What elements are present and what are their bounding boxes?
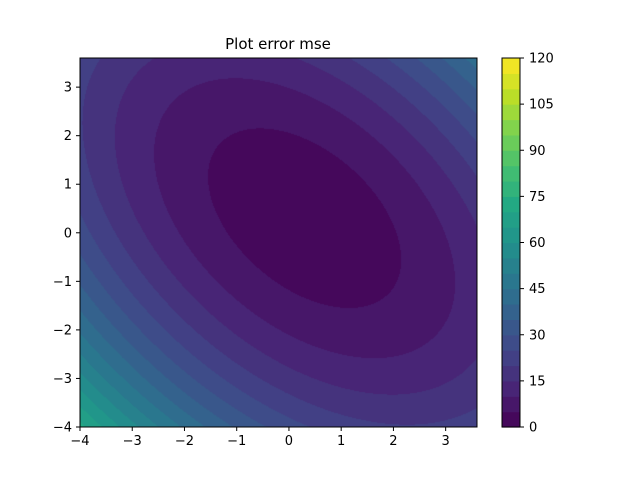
colorbar-band [502,257,520,274]
x-tick-label: −3 [123,434,142,449]
colorbar-band [502,304,520,320]
colorbar-tick-label: 90 [529,144,546,159]
x-tick-label: −1 [227,434,246,449]
colorbar-band [502,88,520,105]
colorbar-band [502,150,520,167]
y-tick-label: 3 [64,81,72,96]
colorbar-band [502,380,520,397]
y-tick-label: −4 [53,421,72,436]
colorbar-tick-label: 75 [529,190,546,205]
colorbar-band [502,273,520,290]
x-tick-label: −4 [70,434,89,449]
colorbar-band [502,288,520,305]
colorbar-band [502,196,520,213]
colorbar-band [502,350,520,367]
colorbar-tick-label: 0 [529,421,537,436]
y-tick-label: 1 [64,178,72,193]
colorbar-band [502,396,520,413]
colorbar-tick-label: 60 [529,236,546,251]
colorbar-band [502,181,520,197]
y-tick-label: −3 [53,372,72,387]
colorbar-band [502,227,520,244]
colorbar-band [502,73,520,90]
colorbar-band [502,365,520,382]
y-tick-label: −2 [53,323,72,338]
colorbar-band [502,319,520,336]
plot-frame [79,57,478,428]
colorbar-tick-label: 30 [529,328,546,343]
colorbar-band [502,104,520,121]
x-tick-label: 3 [442,434,450,449]
colorbar-band [502,119,520,136]
x-tick-label: 0 [285,434,293,449]
x-tick-label: 2 [389,434,397,449]
colorbar-tick-label: 45 [529,282,546,297]
y-tick-label: −1 [53,275,72,290]
colorbar [502,58,520,428]
contour-fill [80,58,477,427]
x-tick-label: 1 [337,434,345,449]
x-axis: −4 −3 −2 −1 0 1 2 3 [70,427,450,449]
colorbar-band [502,411,520,428]
colorbar-axis: 0 15 30 45 60 75 90 105 120 [520,52,554,436]
colorbar-tick-label: 15 [529,374,546,389]
colorbar-band [502,242,520,259]
chart-title: Plot error mse [225,35,331,53]
colorbar-band [502,165,520,182]
contour-plot-area [80,58,477,427]
y-tick-label: 2 [64,129,72,144]
colorbar-band [502,134,520,151]
y-tick-label: 0 [64,226,72,241]
x-tick-label: −2 [175,434,194,449]
y-axis: −4 −3 −2 −1 0 1 2 3 [53,81,80,436]
colorbar-tick-label: 120 [529,52,554,67]
colorbar-band [502,211,520,228]
colorbar-band [502,334,520,351]
colorbar-band [502,58,520,74]
colorbar-tick-label: 105 [529,98,554,113]
